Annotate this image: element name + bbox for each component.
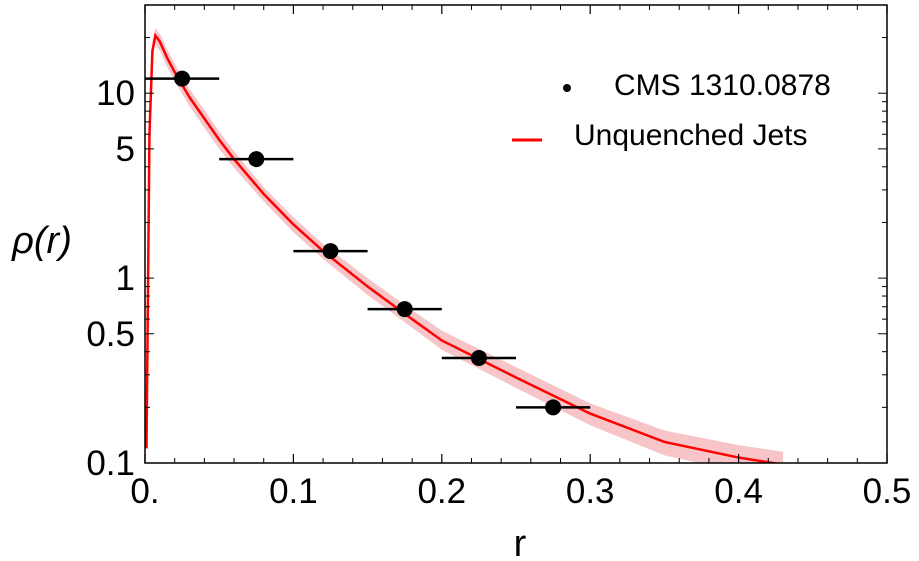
x-tick-label-0: 0. bbox=[130, 472, 159, 511]
legend-label-points: CMS 1310.0878 bbox=[614, 69, 831, 102]
data-point-4 bbox=[396, 301, 413, 318]
y-tick-label-4: 10 bbox=[96, 74, 135, 113]
unquenched-jets-line bbox=[145, 32, 781, 463]
line-layer bbox=[145, 32, 781, 463]
plot-frame bbox=[144, 4, 888, 464]
data-point-5 bbox=[470, 349, 487, 366]
y-tick-label-2: 1 bbox=[116, 259, 135, 298]
x-tick-label-5: 0.5 bbox=[863, 472, 912, 511]
legend-label-line: Unquenched Jets bbox=[574, 119, 808, 152]
points-layer bbox=[145, 70, 591, 416]
x-tick-label-3: 0.3 bbox=[566, 472, 615, 511]
axes-layer bbox=[144, 4, 888, 464]
x-axis-label: r bbox=[514, 523, 527, 561]
x-tick-label-4: 0.4 bbox=[714, 472, 763, 511]
data-point-2 bbox=[248, 151, 265, 168]
y-tick-label-0: 0.1 bbox=[86, 444, 135, 483]
data-point-3 bbox=[322, 243, 339, 260]
y-axis-label: ρ(r) bbox=[11, 220, 72, 262]
y-tick-label-3: 5 bbox=[116, 130, 135, 169]
x-tick-label-1: 0.1 bbox=[269, 472, 318, 511]
data-point-1 bbox=[174, 70, 191, 87]
legend-marker-points bbox=[563, 84, 571, 92]
y-tick-label-1: 0.5 bbox=[86, 315, 135, 354]
legend: CMS 1310.0878 Unquenched Jets bbox=[512, 69, 831, 152]
data-point-6 bbox=[545, 399, 562, 416]
x-tick-label-2: 0.2 bbox=[417, 472, 466, 511]
